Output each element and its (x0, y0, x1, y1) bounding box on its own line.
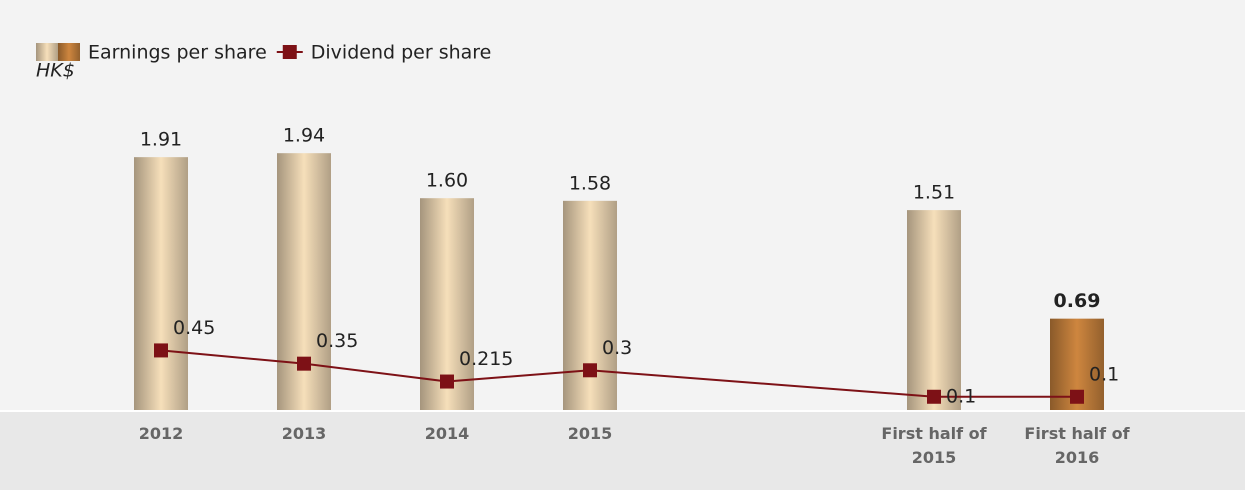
legend-label: Earnings per share (88, 42, 267, 64)
line-value-label: 0.45 (173, 317, 215, 339)
bar (134, 157, 188, 410)
plot-background (0, 0, 1245, 410)
x-tick-label: 2014 (424, 424, 470, 443)
line-value-label: 0.1 (946, 385, 976, 407)
x-tick-label: 2012 (138, 424, 184, 443)
line-marker (440, 374, 454, 389)
line-marker (297, 356, 311, 371)
bar (563, 200, 617, 410)
x-tick-label: First half of 2016 (1024, 424, 1130, 467)
legend-swatch (36, 43, 58, 61)
line-marker (154, 343, 168, 358)
y-axis-label: HK$ (36, 60, 75, 82)
line-value-label: 0.215 (459, 348, 513, 370)
bar (277, 153, 331, 410)
axis-band (0, 412, 1245, 490)
line-marker (1070, 389, 1084, 404)
x-tick-label: 2015 (567, 424, 613, 443)
bar-value-label: 1.58 (569, 172, 611, 194)
legend-marker (282, 45, 297, 59)
legend-label: Dividend per share (311, 42, 492, 64)
bar-value-label: 0.69 (1054, 290, 1101, 312)
line-value-label: 0.1 (1089, 363, 1119, 385)
legend-swatch (58, 43, 80, 61)
bar-value-label: 1.51 (913, 182, 955, 204)
line-value-label: 0.3 (602, 337, 632, 359)
bar-value-label: 1.60 (426, 170, 468, 192)
x-tick-label: 2013 (281, 424, 327, 443)
bar-value-label: 1.94 (283, 125, 325, 147)
line-marker (927, 389, 941, 404)
bar-value-label: 1.91 (140, 129, 182, 151)
x-tick-label: First half of 2015 (881, 424, 987, 467)
line-marker (583, 363, 597, 378)
line-value-label: 0.35 (316, 330, 358, 352)
line (160, 349, 1077, 398)
bar (907, 210, 961, 410)
